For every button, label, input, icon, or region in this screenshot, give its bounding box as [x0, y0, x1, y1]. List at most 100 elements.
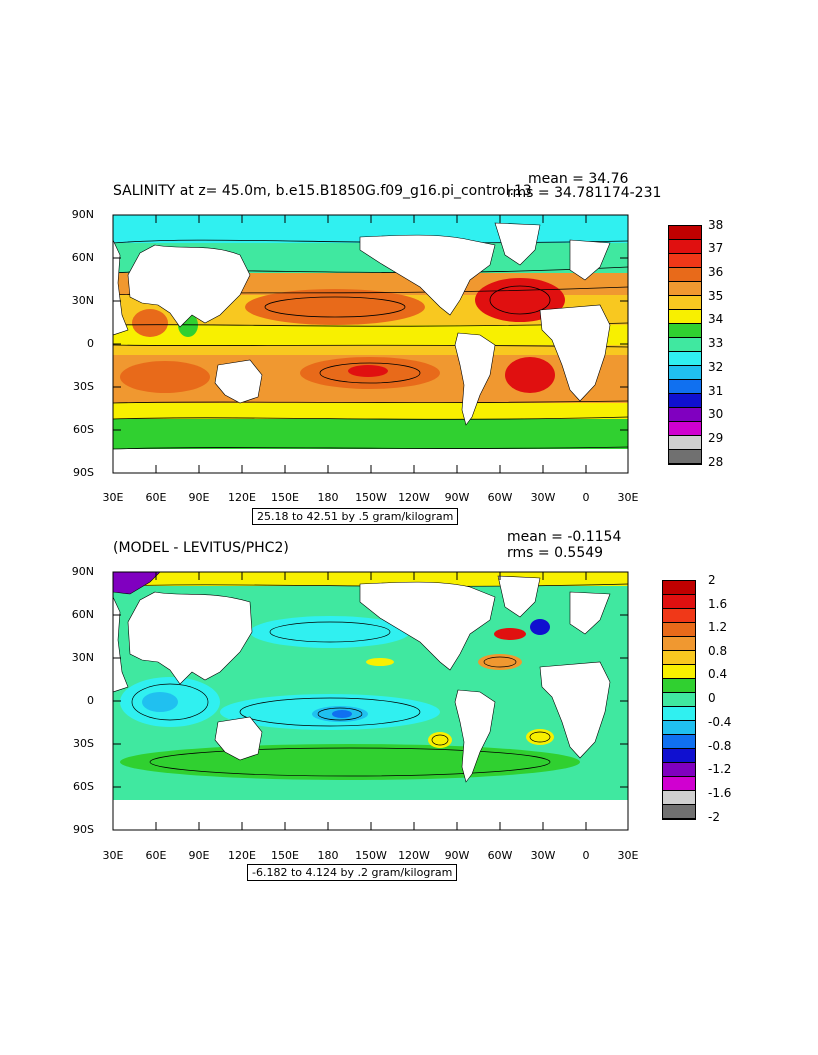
- south-atlantic-pos: [526, 729, 554, 745]
- lon-label: 150E: [271, 491, 299, 504]
- indian-ocean-max: [120, 361, 210, 393]
- colorbar-swatch: [663, 609, 695, 623]
- map2-ticks: [112, 571, 629, 831]
- panel2-range-label: -6.182 to 4.124 by .2 gram/kilogram: [247, 864, 458, 881]
- lat-label: 60N: [71, 608, 94, 621]
- north-america: [359, 234, 496, 316]
- colorbar-label: 37: [708, 241, 724, 255]
- colorbar-swatch: [669, 324, 701, 338]
- colorbar-label: -0.4: [708, 715, 732, 729]
- lon-label: 120W: [398, 849, 430, 862]
- lon-label: 30W: [530, 849, 556, 862]
- lon-label: 30E: [617, 491, 639, 504]
- lon-label: 90W: [444, 849, 470, 862]
- lon-label: 150W: [355, 849, 387, 862]
- greenland: [497, 575, 541, 618]
- colorbar-label: 1.2: [708, 620, 728, 634]
- south-temperate-band: [113, 403, 628, 419]
- lon-label: 60W: [487, 491, 513, 504]
- colorbar-swatch: [663, 805, 695, 819]
- colorbar-swatch: [669, 338, 701, 352]
- lon-label: 90E: [188, 491, 210, 504]
- colorbar-label: 29: [708, 431, 724, 445]
- colorbar-swatch: [663, 735, 695, 749]
- indian-low: [142, 692, 178, 712]
- colorbar-swatch: [663, 595, 695, 609]
- colorbar-swatch: [663, 651, 695, 665]
- colorbar-label: -0.8: [708, 739, 732, 753]
- panel1-mean: mean = 34.76: [528, 171, 629, 187]
- lon-label: 30E: [102, 491, 124, 504]
- colorbar-swatch: [669, 422, 701, 436]
- colorbar-swatch: [669, 310, 701, 324]
- africa: [539, 661, 611, 759]
- colorbar-swatch: [669, 394, 701, 408]
- colorbar-label: 34: [708, 312, 724, 326]
- lat-label: 30N: [71, 294, 94, 307]
- colorbar-swatch: [663, 721, 695, 735]
- south-pacific-core: [348, 365, 388, 377]
- asia: [127, 591, 253, 685]
- colorbar-swatch: [669, 282, 701, 296]
- colorbar-swatch: [669, 268, 701, 282]
- colorbar-swatch: [669, 226, 701, 240]
- south-atlantic-max: [505, 357, 555, 393]
- lon-label: 0: [582, 849, 590, 862]
- lat-label: 90S: [73, 823, 94, 836]
- colorbar-label: -1.6: [708, 786, 732, 800]
- south-america: [454, 332, 496, 426]
- equatorial-band: [113, 325, 628, 345]
- pacific-core: [332, 710, 352, 718]
- lon-label: 90W: [444, 491, 470, 504]
- gulf-stream-dipole: [494, 628, 526, 640]
- southern-patch: [120, 744, 580, 780]
- colorbar-label: 33: [708, 336, 724, 350]
- lon-label: 180: [317, 491, 339, 504]
- lat-label: 60S: [73, 780, 94, 793]
- colorbar-swatch: [663, 763, 695, 777]
- eurasia-africa-west: [113, 239, 129, 336]
- panel1-rms: rms = 34.78: [507, 185, 595, 201]
- eurasia-africa-west: [113, 596, 129, 693]
- colorbar-label: 30: [708, 407, 724, 421]
- labrador-low: [530, 619, 550, 635]
- colorbar-swatch: [663, 693, 695, 707]
- north-america: [359, 581, 496, 671]
- salinity-map: [112, 214, 629, 474]
- lat-label: 90N: [71, 565, 94, 578]
- lon-label: 120E: [228, 491, 256, 504]
- lon-label: 150W: [355, 491, 387, 504]
- colorbar-swatch: [669, 380, 701, 394]
- colorbar-label: 0.8: [708, 644, 728, 658]
- africa: [539, 304, 611, 402]
- lat-label: 30S: [73, 737, 94, 750]
- north-pacific-max: [245, 289, 425, 325]
- colorbar-swatch: [663, 665, 695, 679]
- colorbar-swatch: [669, 436, 701, 450]
- colorbar-swatch: [669, 408, 701, 422]
- south-pacific-pos: [428, 732, 452, 748]
- colorbar-label: 0.4: [708, 667, 728, 681]
- asia: [127, 244, 251, 328]
- europe: [569, 239, 611, 281]
- colorbar-swatch: [663, 707, 695, 721]
- southern-ocean-band: [113, 419, 628, 449]
- colorbar-swatch: [669, 352, 701, 366]
- lat-label: 0: [87, 337, 94, 350]
- lat-label: 30S: [73, 380, 94, 393]
- colorbar-label: 35: [708, 289, 724, 303]
- lon-label: 30E: [617, 849, 639, 862]
- lat-label: 0: [87, 694, 94, 707]
- panel2-rms: rms = 0.5549: [507, 545, 604, 561]
- panel2-mean: mean = -0.1154: [507, 529, 622, 545]
- north-pacific-pos: [366, 658, 394, 666]
- lon-label: 0: [582, 491, 590, 504]
- difference-map: [112, 571, 629, 831]
- colorbar-label: -1.2: [708, 762, 732, 776]
- lon-label: 90E: [188, 849, 210, 862]
- panel2-colorbar: [662, 580, 696, 820]
- arabian-sea: [132, 309, 168, 337]
- colorbar-swatch: [669, 450, 701, 464]
- panel1-title: SALINITY at z= 45.0m, b.e15.B1850G.f09_g…: [113, 183, 532, 199]
- lat-label: 60S: [73, 423, 94, 436]
